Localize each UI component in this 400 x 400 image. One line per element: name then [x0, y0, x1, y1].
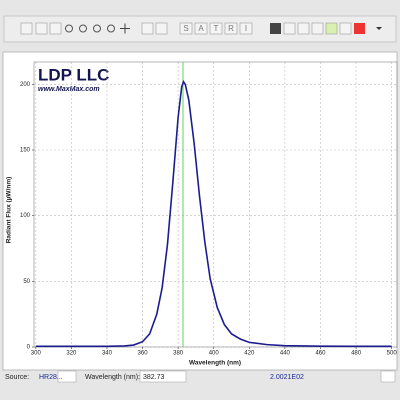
x-axis-title: Wavelength (nm): [189, 360, 241, 367]
letter-button[interactable]: [224, 22, 238, 35]
x-tick-label: 440: [280, 351, 291, 357]
plot-frame: [33, 61, 398, 348]
chart: LDP LLC www.MaxMax.com Wavelength (nm) R…: [6, 61, 398, 367]
x-tick-label: 480: [351, 351, 362, 357]
x-tick-label: 420: [244, 351, 255, 357]
chart-panel: [2, 51, 398, 371]
tool-button[interactable]: [325, 22, 338, 35]
pan-icon[interactable]: [120, 23, 130, 34]
x-tick-label: 300: [31, 351, 42, 357]
x-tick-label: 400: [209, 351, 220, 357]
tool-button[interactable]: [49, 22, 62, 35]
tool-button[interactable]: [283, 22, 296, 35]
letter-label[interactable]: T: [214, 24, 219, 33]
x-tick-label: 460: [315, 351, 326, 357]
y-tick-label: 200: [20, 82, 31, 88]
y-axis-title: Radiant Flux (µW/nm): [6, 177, 13, 244]
x-tick-label: 320: [66, 351, 77, 357]
tool-button[interactable]: [354, 23, 365, 34]
x-tick-label: 360: [138, 351, 149, 357]
tool-button[interactable]: [339, 22, 352, 35]
source-select[interactable]: [57, 370, 77, 383]
x-tick-label: 340: [102, 351, 113, 357]
y-tick-label: 50: [23, 279, 30, 285]
y-tick-label: 150: [20, 148, 31, 154]
zoom-icon[interactable]: [107, 24, 115, 33]
zoom-icon[interactable]: [93, 24, 101, 33]
dropdown-arrow[interactable]: [376, 27, 382, 30]
letter-label[interactable]: S: [183, 24, 188, 33]
spectrum-button[interactable]: [380, 370, 396, 383]
x-tick-label: 500: [387, 351, 398, 357]
tool-button[interactable]: [270, 23, 281, 34]
letter-label[interactable]: R: [228, 24, 234, 33]
y-tick-label: 0: [27, 345, 31, 351]
letter-button[interactable]: [194, 22, 208, 35]
source-value[interactable]: HR28...: [39, 374, 63, 381]
y-tick-label: 100: [20, 213, 31, 219]
wavelength-label: Wavelength (nm):: [85, 374, 140, 381]
zoom-icon[interactable]: [79, 24, 87, 33]
source-label: Source:: [5, 374, 29, 381]
letter-button[interactable]: [209, 22, 223, 35]
x-tick-label: 380: [173, 351, 184, 357]
tool-button[interactable]: [155, 22, 168, 35]
letter-button[interactable]: [239, 22, 253, 35]
tool-button[interactable]: [297, 22, 310, 35]
letter-label[interactable]: I: [245, 24, 247, 33]
wavelength-value[interactable]: 382.73: [143, 374, 165, 381]
letter-button[interactable]: [179, 22, 193, 35]
spectrum-line: [35, 79, 392, 348]
tool-button[interactable]: [141, 22, 154, 35]
tool-button[interactable]: [35, 22, 48, 35]
status-bar: Source: HR28... Wavelength (nm): 382.73 …: [5, 370, 396, 383]
tool-button[interactable]: [311, 22, 324, 35]
wavelength-input[interactable]: [139, 370, 187, 383]
tool-button[interactable]: [20, 22, 33, 35]
logo-url: www.MaxMax.com: [38, 86, 100, 93]
letter-label[interactable]: A: [198, 24, 204, 33]
logo: LDP LLC: [38, 65, 109, 84]
readout: 2.0021E02: [270, 374, 304, 381]
zoom-icon[interactable]: [65, 24, 73, 33]
